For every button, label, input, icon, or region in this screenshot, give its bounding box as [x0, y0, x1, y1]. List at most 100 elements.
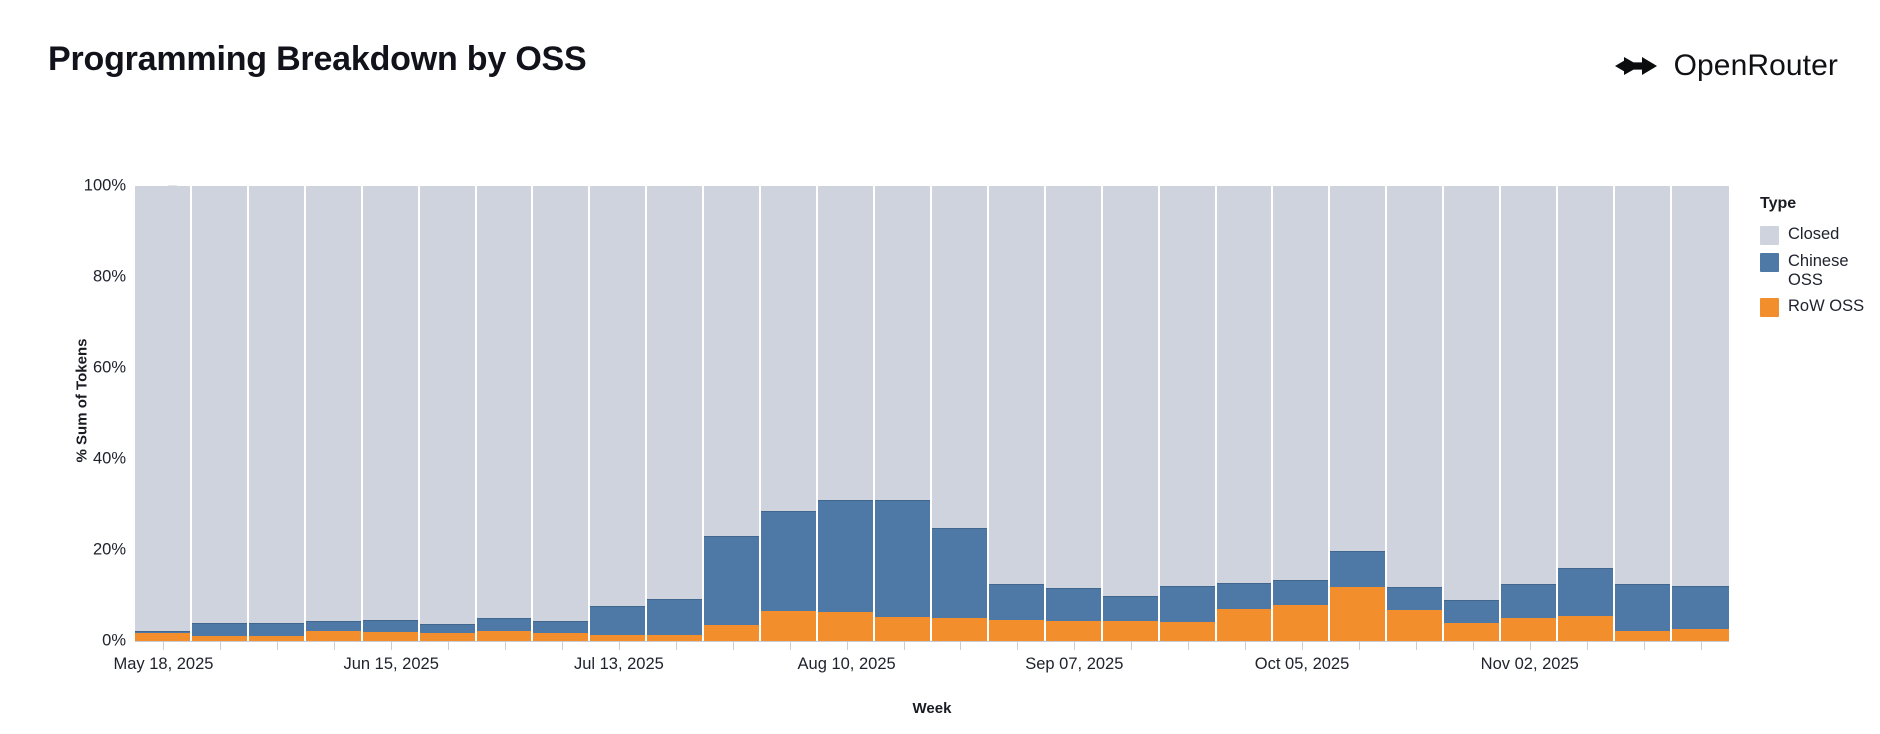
bar-segment-chinese-oss[interactable] — [1387, 586, 1443, 610]
bar-segment-row-oss[interactable] — [988, 619, 1044, 641]
bar-segment-closed[interactable] — [1501, 186, 1557, 585]
bar-segment-closed[interactable] — [1102, 186, 1158, 596]
bar-segment-chinese-oss[interactable] — [818, 499, 873, 613]
bar-segment-closed[interactable] — [931, 186, 987, 529]
bar-column[interactable] — [704, 186, 762, 641]
bar-column[interactable] — [988, 186, 1046, 641]
bar-column[interactable] — [1216, 186, 1274, 641]
bar-column[interactable] — [874, 186, 932, 641]
bar-segment-chinese-oss[interactable] — [874, 499, 930, 618]
bar-segment-closed[interactable] — [761, 186, 817, 512]
bar-column[interactable] — [818, 186, 875, 641]
bar-segment-closed[interactable] — [1614, 186, 1670, 585]
bar-segment-closed[interactable] — [1444, 186, 1500, 600]
bar-segment-chinese-oss[interactable] — [1045, 587, 1101, 621]
bar-column[interactable] — [647, 186, 705, 641]
bar-segment-closed[interactable] — [647, 186, 703, 599]
bar-column[interactable] — [362, 186, 420, 641]
bar-segment-closed[interactable] — [1216, 186, 1272, 584]
bar-column[interactable] — [1501, 186, 1559, 641]
bar-column[interactable] — [1387, 186, 1445, 641]
bar-segment-row-oss[interactable] — [761, 610, 817, 641]
bar-segment-closed[interactable] — [818, 186, 873, 500]
bar-column[interactable] — [135, 186, 192, 641]
bar-segment-chinese-oss[interactable] — [1330, 550, 1386, 588]
bar-segment-row-oss[interactable] — [476, 631, 532, 641]
bar-segment-chinese-oss[interactable] — [988, 583, 1044, 620]
bar-segment-row-oss[interactable] — [1330, 587, 1386, 641]
bar-segment-closed[interactable] — [1671, 186, 1729, 586]
legend-item[interactable]: Closed — [1760, 225, 1880, 245]
bar-segment-chinese-oss[interactable] — [1102, 595, 1158, 622]
bar-segment-chinese-oss[interactable] — [1614, 584, 1670, 631]
bar-column[interactable] — [1102, 186, 1160, 641]
bar-segment-closed[interactable] — [305, 186, 361, 621]
bar-segment-chinese-oss[interactable] — [419, 623, 475, 633]
bar-column[interactable] — [1558, 186, 1615, 641]
bar-column[interactable] — [1444, 186, 1502, 641]
bar-segment-chinese-oss[interactable] — [647, 598, 703, 636]
bar-segment-chinese-oss[interactable] — [931, 528, 987, 619]
bar-segment-row-oss[interactable] — [874, 617, 930, 641]
bar-segment-row-oss[interactable] — [931, 618, 987, 641]
bar-segment-row-oss[interactable] — [818, 612, 873, 641]
bar-segment-closed[interactable] — [362, 186, 418, 621]
bar-segment-row-oss[interactable] — [647, 635, 703, 641]
bar-column[interactable] — [1045, 186, 1103, 641]
bar-segment-chinese-oss[interactable] — [476, 617, 532, 631]
bar-segment-chinese-oss[interactable] — [135, 631, 190, 633]
bar-segment-chinese-oss[interactable] — [305, 621, 361, 631]
bar-column[interactable] — [1671, 186, 1729, 641]
bar-segment-row-oss[interactable] — [1671, 629, 1729, 641]
bar-column[interactable] — [248, 186, 306, 641]
bar-segment-row-oss[interactable] — [704, 625, 760, 641]
bar-segment-row-oss[interactable] — [1159, 621, 1215, 641]
bar-segment-closed[interactable] — [988, 186, 1044, 584]
bar-segment-chinese-oss[interactable] — [1671, 585, 1729, 630]
bar-segment-row-oss[interactable] — [1216, 609, 1272, 641]
bar-segment-closed[interactable] — [1159, 186, 1215, 586]
bar-segment-row-oss[interactable] — [590, 634, 646, 641]
bar-segment-row-oss[interactable] — [362, 631, 418, 641]
bar-segment-closed[interactable] — [1330, 186, 1386, 551]
bar-segment-row-oss[interactable] — [191, 636, 247, 641]
bar-segment-closed[interactable] — [590, 186, 646, 607]
bar-segment-chinese-oss[interactable] — [1273, 579, 1329, 605]
bar-segment-row-oss[interactable] — [1558, 615, 1613, 641]
bar-column[interactable] — [476, 186, 534, 641]
bar-segment-chinese-oss[interactable] — [362, 620, 418, 632]
bar-segment-chinese-oss[interactable] — [191, 622, 247, 637]
bar-segment-chinese-oss[interactable] — [1444, 599, 1500, 624]
bar-segment-closed[interactable] — [1273, 186, 1329, 580]
bar-column[interactable] — [1273, 186, 1331, 641]
bar-segment-row-oss[interactable] — [135, 632, 190, 641]
bar-column[interactable] — [533, 186, 591, 641]
bar-segment-closed[interactable] — [135, 186, 190, 631]
bar-segment-row-oss[interactable] — [1444, 623, 1500, 641]
bar-segment-closed[interactable] — [704, 186, 760, 537]
bar-segment-row-oss[interactable] — [248, 635, 304, 641]
bar-segment-closed[interactable] — [874, 186, 930, 500]
bar-segment-chinese-oss[interactable] — [1558, 567, 1613, 616]
bar-segment-chinese-oss[interactable] — [704, 536, 760, 626]
bar-segment-chinese-oss[interactable] — [1216, 583, 1272, 610]
bar-segment-row-oss[interactable] — [1102, 621, 1158, 641]
bar-segment-closed[interactable] — [1387, 186, 1443, 587]
bar-segment-chinese-oss[interactable] — [761, 511, 817, 611]
bar-segment-chinese-oss[interactable] — [1159, 585, 1215, 622]
bar-segment-row-oss[interactable] — [419, 632, 475, 641]
bar-column[interactable] — [419, 186, 477, 641]
bar-segment-row-oss[interactable] — [1045, 620, 1101, 641]
bar-segment-row-oss[interactable] — [1614, 631, 1670, 641]
bar-column[interactable] — [1159, 186, 1217, 641]
bar-segment-row-oss[interactable] — [305, 631, 361, 641]
bar-column[interactable] — [191, 186, 249, 641]
bar-column[interactable] — [305, 186, 363, 641]
bar-segment-closed[interactable] — [1045, 186, 1101, 588]
bar-segment-row-oss[interactable] — [1501, 617, 1557, 641]
legend-item[interactable]: RoW OSS — [1760, 297, 1880, 317]
bar-column[interactable] — [931, 186, 989, 641]
bar-segment-closed[interactable] — [533, 186, 589, 622]
bar-segment-chinese-oss[interactable] — [1501, 584, 1557, 618]
bar-segment-chinese-oss[interactable] — [248, 622, 304, 636]
